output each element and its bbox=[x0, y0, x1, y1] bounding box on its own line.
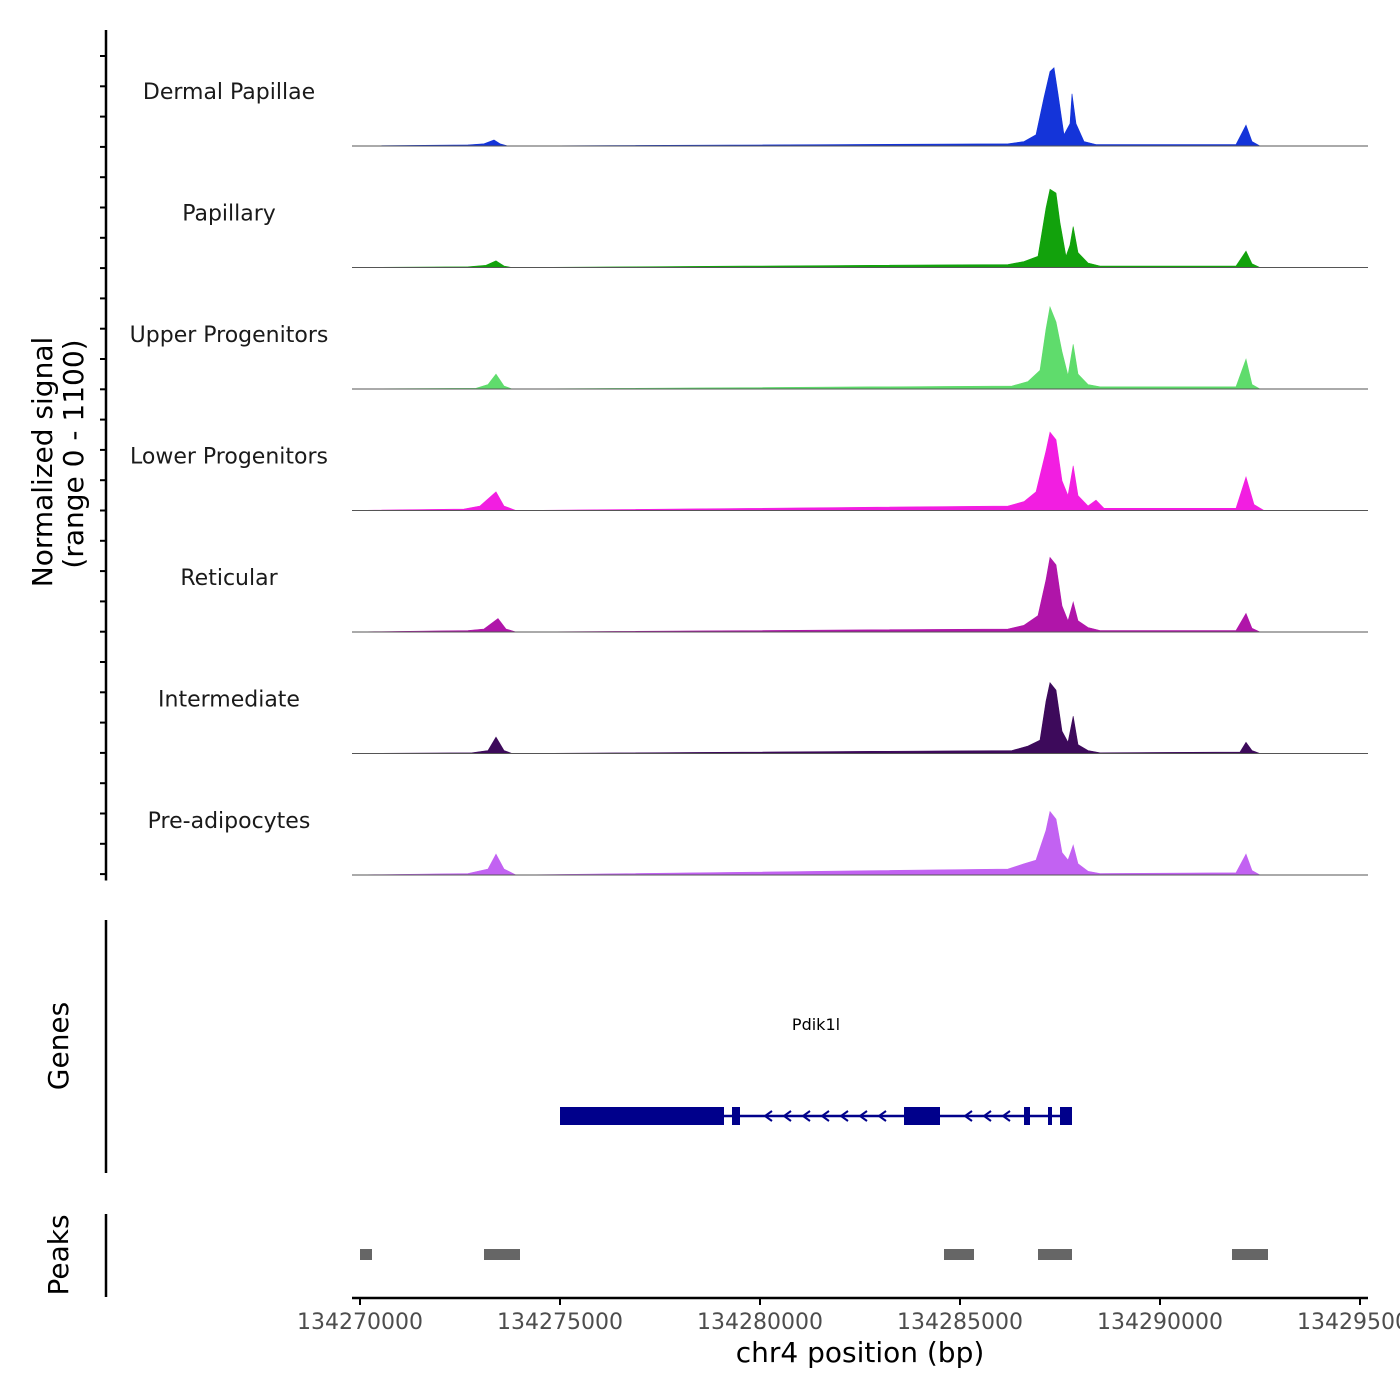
strand-arrow bbox=[801, 1110, 811, 1122]
coverage-area-pre-adipocytes bbox=[351, 810, 1368, 876]
x-tick-label: 134285000 bbox=[897, 1310, 1023, 1335]
peaks-track-label: Peaks bbox=[42, 1214, 75, 1295]
x-axis: 134270000 134275000 134280000 134285000 1342… bbox=[297, 1296, 1400, 1335]
coverage-y-axis bbox=[100, 30, 108, 881]
track-dermal-papillae: Dermal Papillae bbox=[143, 67, 1368, 147]
x-axis-title: chr4 position (bp) bbox=[736, 1336, 985, 1369]
track-label-dermal-papillae: Dermal Papillae bbox=[143, 80, 315, 105]
coverage-area-dermal-papillae bbox=[351, 67, 1368, 147]
track-label-lower-progenitors: Lower Progenitors bbox=[130, 445, 328, 470]
strand-arrow bbox=[782, 1110, 792, 1122]
gene-exon bbox=[732, 1107, 740, 1125]
x-tick-label: 134290000 bbox=[1097, 1310, 1223, 1335]
peak-region bbox=[484, 1249, 520, 1260]
peak-region bbox=[360, 1249, 372, 1260]
gene-pdik1l: Pdik1l bbox=[560, 1015, 1072, 1125]
coverage-area-intermediate bbox=[351, 682, 1368, 754]
strand-arrow bbox=[839, 1110, 849, 1122]
track-pre-adipocytes: Pre-adipocytes bbox=[148, 809, 1368, 876]
strand-arrow bbox=[982, 1110, 992, 1122]
track-label-papillary: Papillary bbox=[182, 202, 276, 227]
coverage-area-upper-progenitors bbox=[351, 305, 1368, 390]
coverage-area-lower-progenitors bbox=[351, 431, 1368, 511]
strand-arrow bbox=[858, 1110, 868, 1122]
strand-arrow bbox=[763, 1110, 773, 1122]
track-lower-progenitors: Lower Progenitors bbox=[130, 431, 1368, 511]
gene-exon bbox=[560, 1107, 724, 1125]
genes-track: Pdik1l bbox=[560, 1015, 1072, 1125]
coverage-y-axis-title-line1: Normalized signal bbox=[26, 337, 59, 588]
peak-region bbox=[1232, 1249, 1268, 1260]
gene-exon bbox=[904, 1107, 940, 1125]
track-reticular: Reticular bbox=[180, 556, 1368, 633]
track-intermediate: Intermediate bbox=[158, 682, 1368, 754]
track-label-pre-adipocytes: Pre-adipocytes bbox=[148, 809, 311, 834]
gene-exon bbox=[1060, 1107, 1072, 1125]
strand-arrow bbox=[820, 1110, 830, 1122]
peak-region bbox=[1038, 1249, 1072, 1260]
x-tick-label: 134275000 bbox=[497, 1310, 623, 1335]
strand-arrow bbox=[1001, 1110, 1011, 1122]
x-tick-label: 134280000 bbox=[697, 1310, 823, 1335]
track-papillary: Papillary bbox=[182, 188, 1368, 268]
strand-arrow bbox=[963, 1110, 973, 1122]
track-upper-progenitors: Upper Progenitors bbox=[130, 305, 1368, 390]
gene-exon bbox=[1048, 1107, 1052, 1125]
gene-label-pdik1l: Pdik1l bbox=[792, 1015, 840, 1034]
track-label-intermediate: Intermediate bbox=[158, 688, 300, 713]
peaks-track bbox=[360, 1249, 1268, 1260]
track-label-reticular: Reticular bbox=[180, 566, 278, 591]
x-tick-label: 134270000 bbox=[297, 1310, 423, 1335]
coverage-area-papillary bbox=[351, 188, 1368, 268]
peak-region bbox=[944, 1249, 974, 1260]
coverage-area-reticular bbox=[351, 556, 1368, 633]
coverage-tracks: Dermal Papillae Papillary Upper Progenitor… bbox=[130, 67, 1368, 876]
x-tick-label: 134295000 bbox=[1297, 1310, 1400, 1335]
coverage-y-axis-title-line2: (range 0 - 1100) bbox=[57, 339, 90, 568]
gene-exon bbox=[1024, 1107, 1030, 1125]
track-label-upper-progenitors: Upper Progenitors bbox=[130, 323, 329, 348]
genes-track-label: Genes bbox=[42, 1002, 75, 1090]
strand-arrow bbox=[877, 1110, 887, 1122]
